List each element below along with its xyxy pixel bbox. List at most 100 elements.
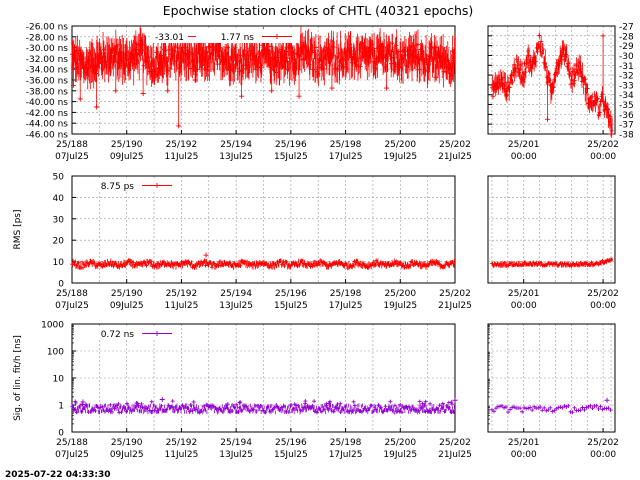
data-point	[571, 81, 576, 86]
x-tick-label: 25/192	[166, 140, 198, 150]
data-point	[585, 86, 590, 91]
data-point	[584, 260, 588, 265]
data-point	[312, 399, 317, 404]
data-point	[186, 63, 191, 68]
data-point	[199, 259, 203, 264]
data-point	[490, 261, 494, 266]
data-point	[275, 404, 279, 409]
y-tick-label: -33	[619, 81, 634, 91]
data-point	[415, 42, 420, 47]
x-tick-sublabel: 00:00	[511, 450, 537, 460]
data-point	[608, 114, 613, 119]
y-tick-label: 10	[53, 258, 65, 268]
data-point	[422, 402, 427, 407]
data-point	[567, 66, 572, 71]
data-point	[594, 403, 599, 408]
x-tick-sublabel: 09Jul25	[110, 450, 144, 460]
data-point	[505, 80, 510, 85]
data-point	[495, 80, 500, 85]
y-tick-label: 0	[58, 429, 64, 439]
data-point	[180, 403, 185, 408]
data-point	[517, 67, 522, 72]
data-point	[542, 405, 547, 410]
data-point	[89, 410, 93, 414]
y-tick-label: -30	[619, 52, 634, 62]
sig-series-right	[489, 397, 613, 415]
data-point	[348, 42, 353, 47]
y-tick-label: -40.00 ns	[26, 98, 69, 108]
x-tick-sublabel: 07Jul25	[55, 152, 89, 162]
y-tick-label: -42.00 ns	[26, 109, 69, 119]
data-point	[562, 404, 567, 409]
data-point	[275, 260, 280, 264]
data-point	[295, 264, 300, 268]
data-point	[215, 62, 220, 67]
data-point	[359, 264, 363, 268]
plot-frame	[487, 25, 616, 135]
x-tick-label: 25/200	[384, 140, 416, 150]
data-point	[174, 59, 179, 64]
data-point	[529, 66, 534, 71]
data-point	[417, 67, 422, 72]
data-point	[493, 406, 498, 411]
x-tick-label: 25/202	[587, 289, 619, 299]
data-point	[239, 409, 244, 413]
x-tick-label: 25/188	[56, 140, 88, 150]
data-point	[596, 262, 601, 267]
legend-box	[98, 178, 176, 192]
x-tick-sublabel: 17Jul25	[329, 301, 363, 311]
data-point	[551, 85, 556, 90]
timestamp-label: 2025-07-22 04:33:30	[5, 470, 110, 480]
y-tick-label: 0	[58, 280, 64, 290]
data-point	[600, 258, 605, 263]
data-point	[364, 408, 369, 413]
y-tick-label: -34	[619, 91, 634, 101]
data-point	[116, 401, 121, 406]
x-tick-sublabel: 19Jul25	[383, 450, 417, 460]
y-tick-label: -34.00 ns	[26, 66, 69, 76]
data-point	[135, 401, 140, 406]
data-point	[232, 261, 236, 266]
data-point	[113, 88, 119, 94]
data-point	[183, 405, 187, 410]
data-point	[554, 406, 559, 411]
data-point	[407, 404, 411, 409]
data-point	[433, 74, 439, 80]
clock-series-right	[489, 32, 614, 138]
data-point	[138, 405, 143, 409]
data-point	[202, 404, 206, 408]
data-point	[572, 405, 577, 410]
data-point	[398, 260, 403, 265]
data-point	[205, 67, 210, 72]
data-point	[274, 70, 279, 75]
data-point	[514, 69, 519, 74]
data-point	[538, 405, 543, 410]
data-point	[582, 261, 587, 265]
x-tick-label: 25/196	[275, 289, 307, 299]
y-tick-label: -38	[619, 131, 634, 141]
data-point	[433, 262, 438, 266]
legend-label: 0.72 ns	[101, 330, 135, 340]
data-point	[338, 401, 343, 406]
data-point	[417, 399, 422, 404]
data-point	[151, 264, 155, 269]
y-tick-label: 1	[58, 402, 64, 412]
rms-right-frame	[487, 175, 616, 284]
data-point	[176, 123, 182, 129]
y-tick-label: -36	[619, 111, 634, 121]
data-point	[211, 404, 216, 409]
data-point	[329, 85, 335, 91]
data-point	[166, 403, 171, 408]
data-point	[489, 407, 494, 412]
x-tick-label: 25/201	[508, 438, 540, 448]
y-tick-label: -32.00 ns	[26, 55, 69, 65]
x-tick-label: 25/196	[275, 438, 307, 448]
sig-right-frame	[487, 323, 616, 433]
data-point	[539, 39, 544, 44]
data-point	[411, 262, 416, 267]
data-point	[310, 404, 315, 408]
x-tick-sublabel: 09Jul25	[110, 152, 144, 162]
x-tick-sublabel: 11Jul25	[165, 450, 199, 460]
data-point	[284, 260, 289, 264]
data-point	[341, 407, 345, 412]
